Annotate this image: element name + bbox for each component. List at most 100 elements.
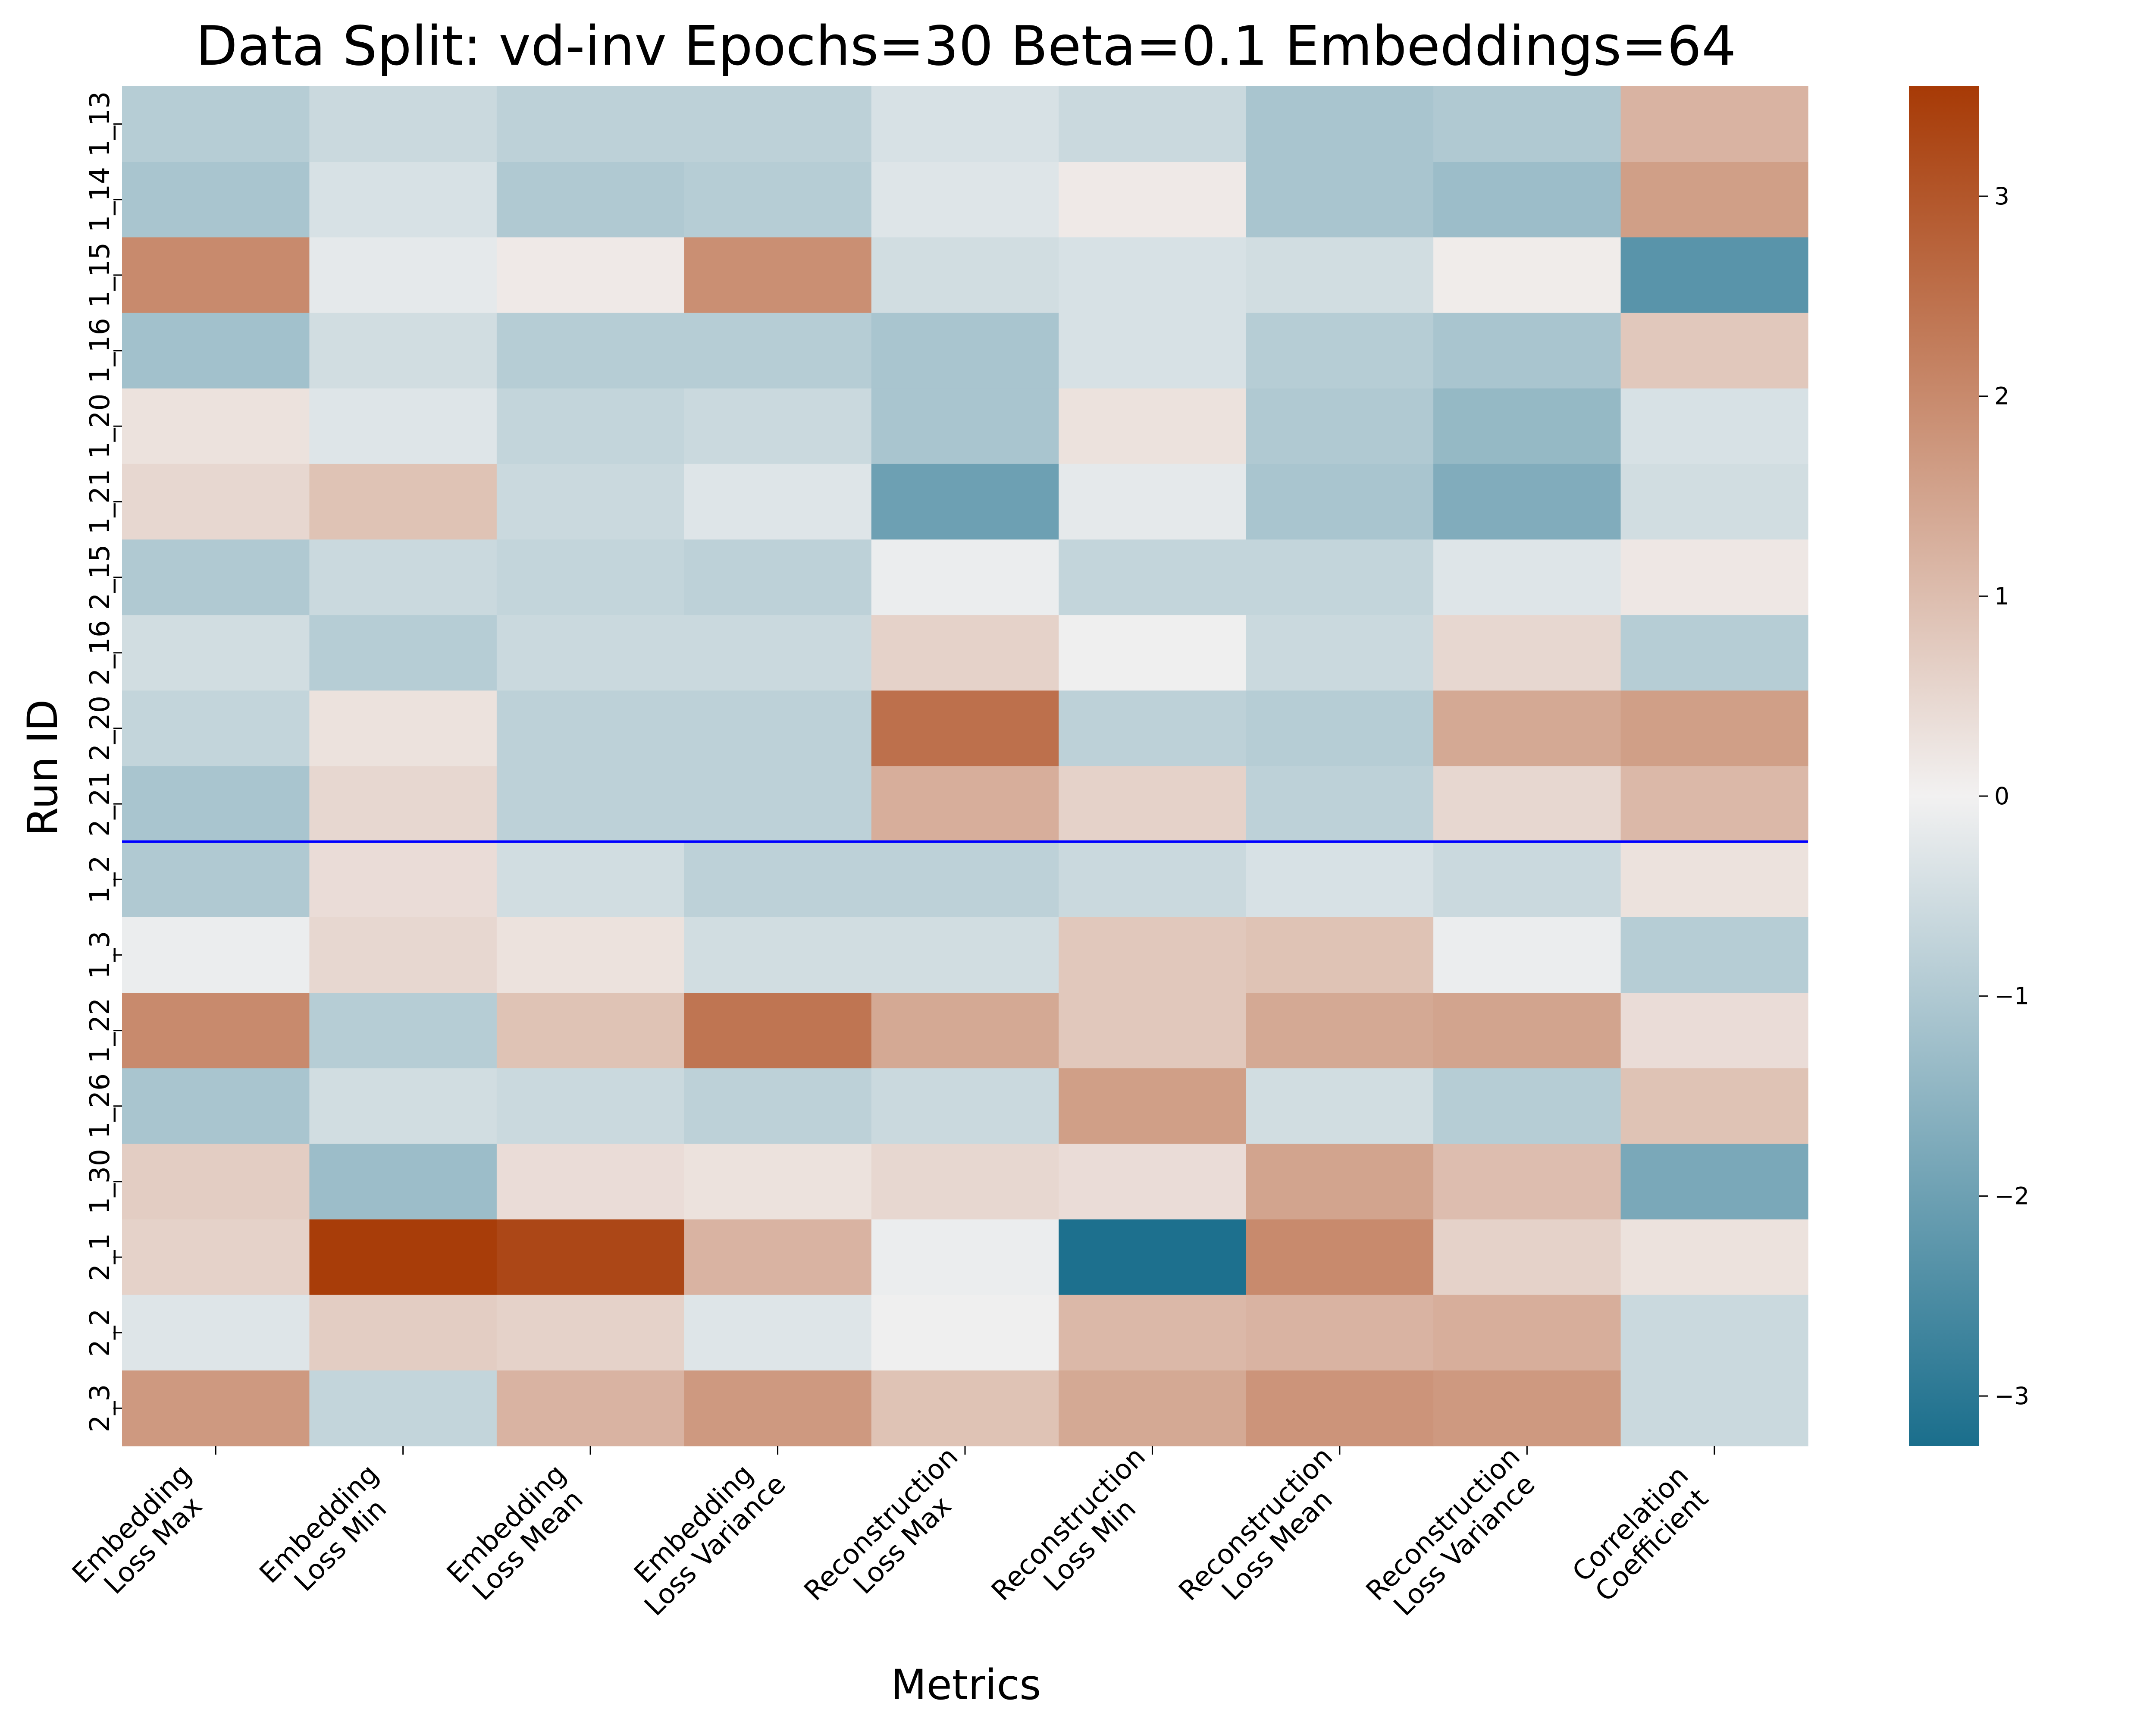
heatmap-cell	[122, 917, 310, 993]
heatmap-cell	[871, 539, 1059, 615]
heatmap-cell	[1620, 464, 1808, 540]
y-tick-label: 1_2	[84, 855, 116, 903]
heatmap-cell	[1246, 690, 1434, 767]
heatmap-cell	[871, 464, 1059, 540]
y-tick-label: 1_16	[84, 318, 116, 383]
heatmap-cell	[1246, 237, 1434, 314]
heatmap-cell	[1620, 539, 1808, 615]
heatmap-cell	[684, 1295, 872, 1371]
y-tick-label: 2_1	[84, 1233, 116, 1281]
heatmap-cell	[1246, 766, 1434, 842]
x-tick-label: EmbeddingLoss Max	[66, 1458, 219, 1611]
heatmap-cell	[1059, 86, 1247, 162]
heatmap-cell	[309, 1144, 497, 1220]
x-tick-label: ReconstructionLoss Mean	[1172, 1441, 1360, 1628]
heatmap-cell	[1059, 1295, 1247, 1371]
heatmap-cell	[122, 615, 310, 691]
heatmap-cell	[684, 162, 872, 238]
y-tick-label: 1_26	[84, 1073, 116, 1139]
heatmap-cell	[309, 539, 497, 615]
heatmap-cell	[1246, 1144, 1434, 1220]
colorbar-tick-label: −3	[1994, 1382, 2029, 1410]
heatmap-cell	[684, 86, 872, 162]
heatmap-cell	[496, 615, 684, 691]
heatmap-cell	[684, 464, 872, 540]
heatmap-cell	[309, 1068, 497, 1144]
x-tick-label: EmbeddingLoss Variance	[617, 1447, 792, 1622]
heatmap-cell	[496, 539, 684, 615]
heatmap-cell	[1433, 690, 1621, 767]
heatmap-cell	[871, 1144, 1059, 1220]
heatmap-cell	[309, 86, 497, 162]
heatmap-cell	[1059, 162, 1247, 238]
heatmap-cell	[1433, 313, 1621, 389]
heatmap-cell	[871, 237, 1059, 314]
colorbar-tick-label: 2	[1994, 383, 2009, 410]
heatmap-cell	[871, 917, 1059, 993]
heatmap-cell	[122, 690, 310, 767]
heatmap-cell	[496, 1295, 684, 1371]
heatmap-cell	[1246, 464, 1434, 540]
heatmap-cell	[122, 162, 310, 238]
heatmap-cell	[1620, 162, 1808, 238]
heatmap-cell	[684, 917, 872, 993]
heatmap-cell	[122, 539, 310, 615]
y-tick-label: 1_20	[84, 393, 116, 459]
heatmap-cell	[496, 1370, 684, 1446]
x-axis-label: Metrics	[891, 1661, 1041, 1709]
heatmap-cell	[1620, 388, 1808, 464]
heatmap-cell	[309, 615, 497, 691]
heatmap-cell	[496, 388, 684, 464]
heatmap-cell	[1246, 86, 1434, 162]
heatmap-cell	[1620, 313, 1808, 389]
heatmap-cell	[684, 237, 872, 314]
heatmap-cell	[122, 313, 310, 389]
heatmap-cell	[496, 766, 684, 842]
heatmap-cell	[1620, 917, 1808, 993]
colorbar-gradient	[1909, 86, 1979, 1446]
colorbar-tick-label: −1	[1994, 982, 2029, 1010]
heatmap-cell	[684, 1068, 872, 1144]
heatmap-cell	[1620, 993, 1808, 1069]
heatmap-cell	[1433, 464, 1621, 540]
heatmap-cell	[122, 86, 310, 162]
heatmap-cell	[1433, 1144, 1621, 1220]
heatmap-cell	[1433, 86, 1621, 162]
heatmap-cell	[1059, 464, 1247, 540]
heatmap-cell	[1059, 1219, 1247, 1295]
heatmap-cell	[1620, 86, 1808, 162]
y-tick-label: 2_21	[84, 771, 116, 837]
x-axis-ticks: EmbeddingLoss Max EmbeddingLoss Min Embedd…	[66, 1441, 1715, 1628]
y-tick-label: 2_20	[84, 696, 116, 761]
heatmap-cell	[1433, 766, 1621, 842]
colorbar-tick-label: 0	[1994, 782, 2009, 810]
heatmap-cell	[309, 162, 497, 238]
heatmap-cell	[871, 615, 1059, 691]
colorbar-tick-label: 3	[1994, 182, 2009, 210]
heatmap-cell	[1246, 1370, 1434, 1446]
heatmap-cell	[1433, 1219, 1621, 1295]
heatmap-cell	[309, 917, 497, 993]
y-axis-label: Run ID	[19, 699, 67, 836]
heatmap-cell	[122, 237, 310, 314]
heatmap-cell	[871, 388, 1059, 464]
heatmap-cell	[1246, 993, 1434, 1069]
heatmap-cell	[684, 615, 872, 691]
heatmap-cell	[496, 690, 684, 767]
heatmap-cell	[309, 841, 497, 918]
heatmap-cell	[122, 993, 310, 1069]
heatmap-cell	[1620, 1295, 1808, 1371]
heatmap-cell	[1620, 766, 1808, 842]
heatmap-cell	[309, 464, 497, 540]
y-tick-label: 1_14	[84, 167, 116, 232]
heatmap-cell	[1059, 313, 1247, 389]
heatmap-cell	[309, 1370, 497, 1446]
x-tick-label: EmbeddingLoss Min	[254, 1458, 406, 1611]
y-axis-ticks: 1_131_141_151_161_201_212_152_162_202_21…	[84, 91, 122, 1432]
heatmap-cell	[1433, 237, 1621, 314]
heatmap-cell	[871, 1068, 1059, 1144]
heatmap-cell	[496, 313, 684, 389]
heatmap-cell	[1433, 1068, 1621, 1144]
heatmap-cell	[871, 993, 1059, 1069]
